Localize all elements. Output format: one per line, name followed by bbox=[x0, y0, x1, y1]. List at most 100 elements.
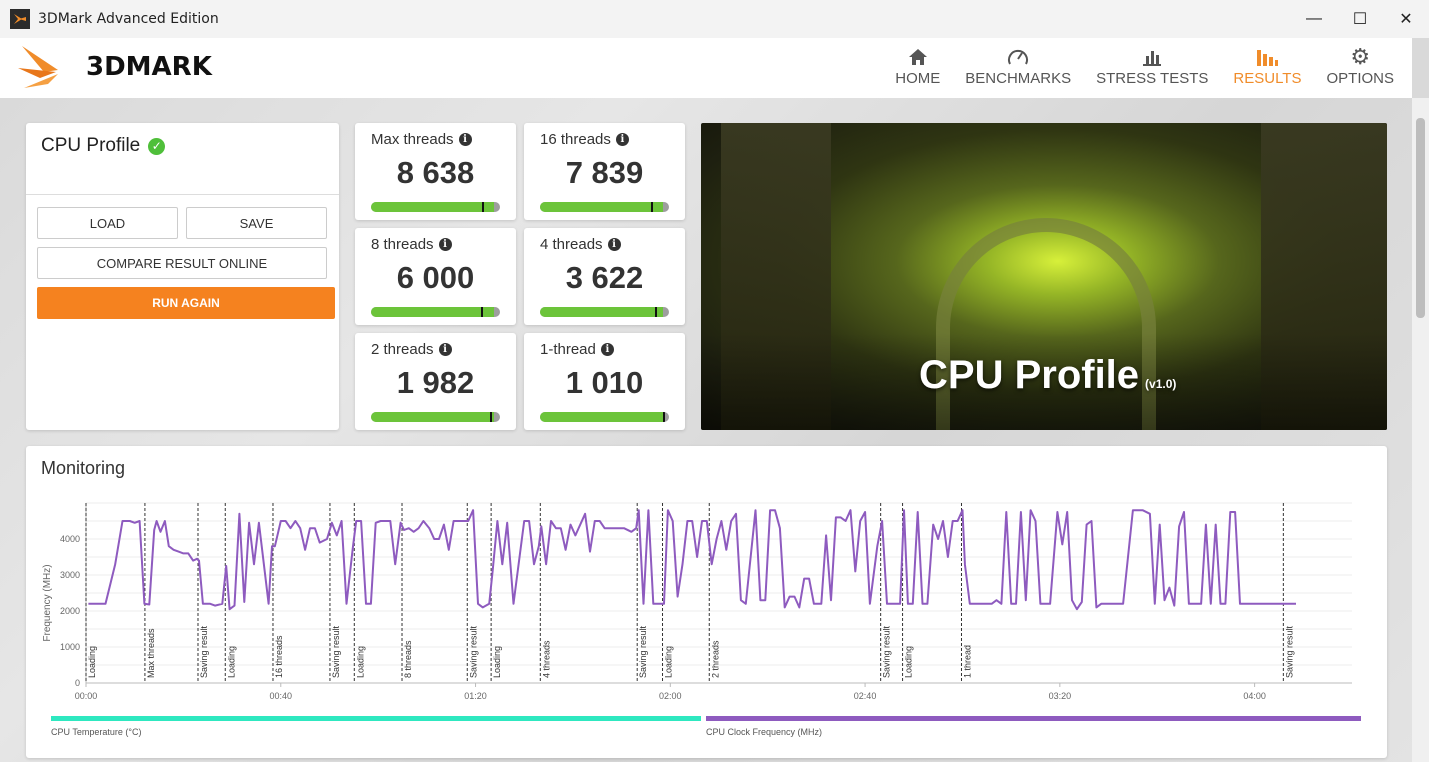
x-tick-label: 01:20 bbox=[464, 691, 487, 700]
load-button[interactable]: LOAD bbox=[37, 207, 178, 239]
3dmark-logo: 3DMARK bbox=[18, 44, 212, 90]
info-icon[interactable]: i bbox=[600, 343, 614, 356]
y-tick-label: 2000 bbox=[60, 606, 80, 616]
score-value: 6 000 bbox=[396, 260, 475, 295]
score-bar bbox=[540, 307, 669, 317]
phase-marker-label: Saving result bbox=[882, 625, 892, 678]
info-icon[interactable]: i bbox=[615, 133, 629, 146]
score-label-row: 16 threads i bbox=[540, 131, 629, 148]
legend-temperature: CPU Temperature (°C) bbox=[51, 727, 142, 737]
monitoring-title: Monitoring bbox=[41, 458, 126, 478]
score-bar-fill bbox=[540, 412, 663, 422]
score-label: 4 threads bbox=[540, 236, 603, 253]
score-tile: 4 threads i 3 622 bbox=[524, 228, 685, 325]
hero-title: CPU Profile (v1.0) bbox=[919, 353, 1176, 398]
phase-marker-label: Saving result bbox=[638, 625, 648, 678]
score-bar-marker bbox=[489, 412, 492, 422]
info-icon[interactable]: i bbox=[458, 133, 472, 146]
nav-home[interactable]: HOME bbox=[895, 44, 940, 87]
score-bar-marker bbox=[481, 202, 484, 212]
nav-stress-tests[interactable]: STRESS TESTS bbox=[1096, 44, 1208, 87]
nav-results[interactable]: RESULTS bbox=[1233, 44, 1301, 87]
legend-bar-temperature[interactable] bbox=[51, 716, 701, 721]
info-icon[interactable]: i bbox=[438, 343, 452, 356]
x-tick-label: 02:40 bbox=[854, 691, 877, 700]
app-header: 3DMARK HOME BENCHMARKS STRESS TESTS RESU… bbox=[0, 38, 1412, 98]
score-label: 16 threads bbox=[540, 131, 611, 148]
score-bar-fill bbox=[540, 307, 663, 317]
score-tile: 8 threads i 6 000 bbox=[355, 228, 516, 325]
hero-pillar bbox=[1261, 123, 1387, 430]
x-tick-label: 04:00 bbox=[1243, 691, 1266, 700]
score-bar-marker bbox=[654, 307, 657, 317]
close-button[interactable]: ✕ bbox=[1399, 11, 1413, 28]
logo-wings-icon bbox=[18, 46, 58, 88]
nav-results-label: RESULTS bbox=[1233, 70, 1302, 87]
y-tick-label: 0 bbox=[75, 678, 80, 688]
nav-home-label: HOME bbox=[895, 70, 941, 87]
y-tick-label: 3000 bbox=[60, 570, 80, 580]
score-bar bbox=[371, 412, 500, 422]
results-icon bbox=[1256, 44, 1279, 70]
score-value: 1 982 bbox=[396, 365, 475, 400]
score-tile: Max threads i 8 638 bbox=[355, 123, 516, 220]
score-label-row: 8 threads i bbox=[371, 236, 452, 253]
save-button[interactable]: SAVE bbox=[186, 207, 327, 239]
phase-marker-label: 16 threads bbox=[274, 635, 284, 678]
score-value: 8 638 bbox=[396, 155, 475, 190]
score-label: 2 threads bbox=[371, 341, 434, 358]
frequency-series-line bbox=[88, 509, 1296, 611]
score-label-row: Max threads i bbox=[371, 131, 472, 148]
hero-title-band bbox=[701, 333, 1387, 430]
score-bar-fill bbox=[371, 307, 494, 317]
window-title: 3DMark Advanced Edition bbox=[38, 11, 219, 27]
score-bar bbox=[540, 202, 669, 212]
x-tick-label: 00:40 bbox=[270, 691, 293, 700]
phase-marker-label: Loading bbox=[492, 646, 502, 678]
phase-marker-label: Loading bbox=[904, 646, 914, 678]
hero-title-text: CPU Profile bbox=[919, 353, 1140, 397]
compare-online-button[interactable]: COMPARE RESULT ONLINE bbox=[37, 247, 327, 279]
score-tile: 16 threads i 7 839 bbox=[524, 123, 685, 220]
result-title: CPU Profile bbox=[41, 135, 141, 156]
score-label-row: 4 threads i bbox=[540, 236, 621, 253]
nav-options[interactable]: ⚙ OPTIONS bbox=[1326, 44, 1394, 87]
nav-options-label: OPTIONS bbox=[1326, 70, 1394, 87]
title-bar: 3DMark Advanced Edition — ☐ ✕ bbox=[0, 0, 1429, 38]
result-panel: CPU Profile ✓ LOAD SAVE COMPARE RESULT ON… bbox=[26, 123, 339, 430]
minimize-button[interactable]: — bbox=[1306, 10, 1322, 27]
divider bbox=[26, 194, 339, 195]
nav-benchmarks-label: BENCHMARKS bbox=[965, 70, 1072, 87]
phase-marker-label: Max threads bbox=[146, 628, 156, 678]
score-bar bbox=[371, 307, 500, 317]
score-bar-fill bbox=[371, 202, 494, 212]
score-bar-fill bbox=[540, 202, 663, 212]
hero-version: (v1.0) bbox=[1145, 377, 1177, 391]
logo-text: 3DMARK bbox=[86, 52, 212, 82]
legend-bar-frequency[interactable] bbox=[706, 716, 1361, 721]
maximize-button[interactable]: ☐ bbox=[1352, 11, 1368, 28]
score-bar-marker bbox=[650, 202, 653, 212]
phase-marker-label: Loading bbox=[87, 646, 97, 678]
hero-pillar bbox=[721, 123, 831, 430]
phase-marker-label: Loading bbox=[355, 646, 365, 678]
home-icon bbox=[908, 44, 928, 70]
score-value: 1 010 bbox=[565, 365, 644, 400]
info-icon[interactable]: i bbox=[607, 238, 621, 251]
x-tick-label: 00:00 bbox=[75, 691, 98, 700]
vertical-scrollbar[interactable] bbox=[1412, 98, 1429, 762]
score-label-row: 2 threads i bbox=[371, 341, 452, 358]
run-again-button[interactable]: RUN AGAIN bbox=[37, 287, 335, 319]
nav-benchmarks[interactable]: BENCHMARKS bbox=[965, 44, 1071, 87]
score-bar bbox=[371, 202, 500, 212]
score-bar-marker bbox=[662, 412, 665, 422]
scrollbar-thumb[interactable] bbox=[1416, 118, 1425, 318]
score-value: 3 622 bbox=[565, 260, 644, 295]
score-bar-marker bbox=[480, 307, 483, 317]
phase-marker-label: 1 thread bbox=[962, 645, 972, 678]
info-icon[interactable]: i bbox=[438, 238, 452, 251]
phase-marker-label: 8 threads bbox=[403, 640, 413, 678]
monitoring-panel: Monitoring bbox=[26, 446, 1387, 758]
gear-icon: ⚙ bbox=[1350, 44, 1371, 69]
score-tile: 1-thread i 1 010 bbox=[524, 333, 685, 430]
